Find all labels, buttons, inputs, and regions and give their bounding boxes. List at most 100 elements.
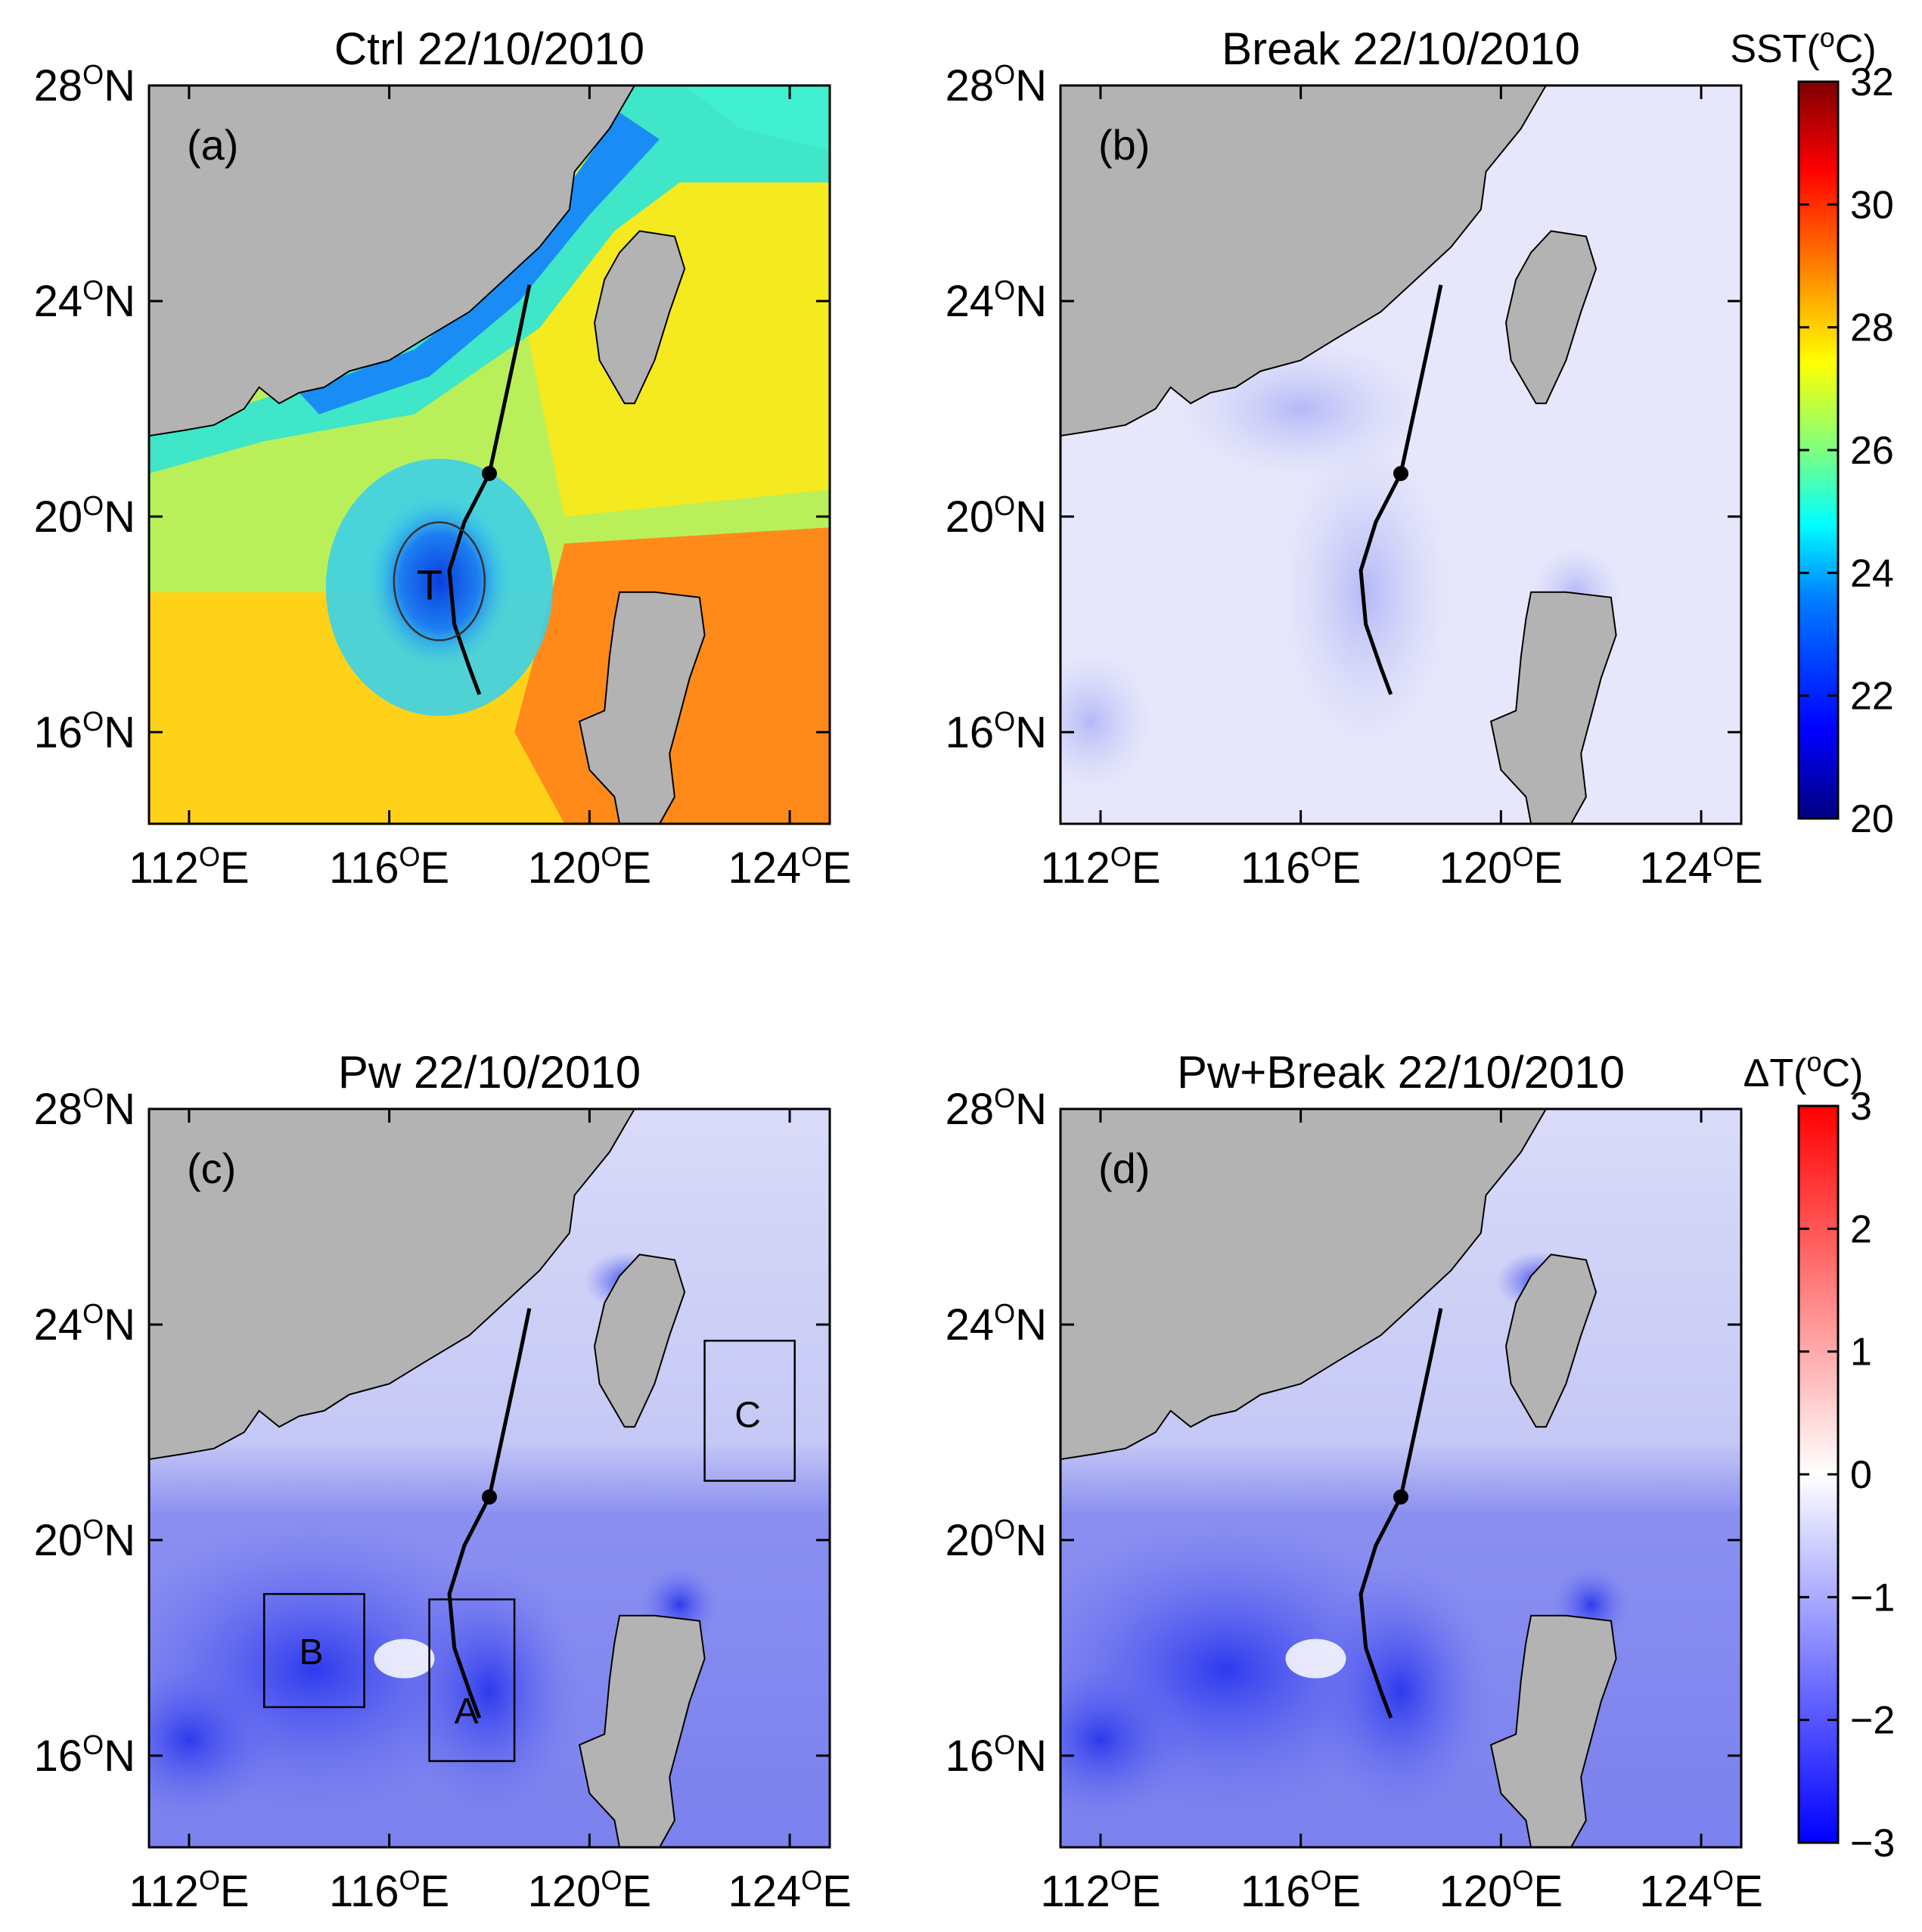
tick-value: 116 [1240, 1867, 1310, 1916]
lon-tick-label: 120OE [1439, 1865, 1563, 1916]
tick-unit: E [1132, 843, 1161, 893]
colorbar-tick-label: −3 [1850, 1822, 1895, 1865]
tick-degree: O [82, 1298, 104, 1329]
tick-unit: N [104, 1732, 135, 1781]
tick-value: 112 [1040, 843, 1110, 893]
lat-tick-label: 28ON [34, 59, 135, 110]
lon-tick-label: 124OE [728, 841, 851, 893]
colorbar-tick-label: −2 [1850, 1699, 1895, 1743]
typhoon-center-marker [482, 1489, 497, 1505]
lon-tick-label: 120OE [528, 1865, 651, 1916]
typhoon-track [1358, 1308, 1443, 1719]
tick-unit: N [1015, 277, 1047, 326]
tick-degree: O [994, 1298, 1015, 1329]
tick-value: 16 [945, 1732, 995, 1781]
colorbar-tick-label: 0 [1850, 1453, 1872, 1497]
lat-tick-label: 24ON [34, 1298, 135, 1350]
tick-unit: E [1332, 1867, 1362, 1916]
typhoon-track [447, 284, 532, 695]
luzon-land [1489, 1614, 1617, 1847]
tick-degree: O [82, 275, 104, 306]
taiwan-land [1504, 1253, 1598, 1428]
tick-unit: E [1734, 1867, 1763, 1916]
lon-tick-label: 124OE [728, 1865, 851, 1916]
tick-unit: N [104, 1300, 135, 1350]
tick-value: 116 [1240, 843, 1310, 893]
tick-unit: N [104, 1516, 135, 1565]
tick-degree: O [199, 841, 220, 872]
dt-cooling-patch [399, 1562, 580, 1820]
tick-degree: O [399, 841, 421, 872]
colorbar-title-end: C) [1821, 1051, 1863, 1095]
tick-degree: O [1712, 841, 1734, 872]
region-box-a [428, 1598, 516, 1763]
tick-value: 124 [728, 1867, 801, 1916]
tick-value: 28 [945, 61, 995, 110]
colorbar-title: SST(oC) [1730, 22, 1876, 71]
tick-unit: E [1533, 843, 1563, 893]
tick-unit: E [220, 1867, 250, 1916]
lon-tick-label: 112OE [129, 841, 249, 893]
colorbar-tick-label: −1 [1850, 1576, 1895, 1620]
tick-value: 24 [34, 1300, 83, 1350]
colorbar-tick-label: 30 [1850, 183, 1894, 227]
colorbar-title-sup: o [1820, 22, 1835, 53]
tick-unit: E [622, 1867, 651, 1916]
tick-value: 24 [945, 277, 995, 326]
tick-value: 16 [34, 708, 83, 757]
taiwan-land [593, 1253, 686, 1428]
panel-label: (c) [187, 1145, 236, 1192]
tick-unit: N [1015, 708, 1047, 757]
tick-value: 112 [129, 843, 198, 893]
map-panel-d: Pw+Break 22/10/2010(d)112OE 116OE 120OE 124… [945, 1047, 1763, 1916]
tick-unit: E [1533, 1867, 1563, 1916]
lon-tick-label: 124OE [1639, 1865, 1762, 1916]
tick-unit: N [1015, 1085, 1047, 1134]
dt-neutral-patch [1285, 1638, 1346, 1679]
tick-degree: O [1712, 1865, 1734, 1896]
tick-degree: O [994, 706, 1015, 737]
region-box-label: A [455, 1691, 479, 1732]
panel-frame [1059, 1107, 1743, 1849]
tick-degree: O [82, 706, 104, 737]
panel-title: Pw 22/10/2010 [338, 1047, 641, 1098]
lat-tick-label: 28ON [945, 59, 1047, 110]
tick-unit: N [104, 277, 135, 326]
colorbar-tick-label: 24 [1850, 551, 1894, 595]
tick-unit: E [421, 1867, 450, 1916]
tick-unit: N [1015, 1300, 1047, 1350]
tick-value: 120 [1439, 843, 1513, 893]
lon-tick-label: 112OE [1040, 841, 1160, 893]
region-box-b [262, 1592, 365, 1709]
colorbar-tick-label: 3 [1850, 1085, 1872, 1129]
tick-unit: N [104, 1085, 135, 1134]
lat-tick-label: 24ON [945, 275, 1047, 326]
typhoon-center-marker [482, 465, 497, 481]
tick-value: 20 [34, 492, 83, 542]
luzon-land [578, 1614, 706, 1847]
tick-value: 20 [945, 1516, 995, 1565]
china-coast-land [149, 1109, 636, 1461]
tick-degree: O [801, 841, 822, 872]
tick-degree: O [601, 841, 622, 872]
colorbar-tick-label: 28 [1850, 306, 1894, 350]
colorbar-tick-label: 22 [1850, 675, 1894, 719]
panel-label: (d) [1098, 1145, 1150, 1192]
tick-degree: O [1110, 1865, 1132, 1896]
tick-unit: E [822, 843, 852, 893]
dt-anomaly-patch [1282, 440, 1449, 744]
typhoon-track [447, 1308, 532, 1719]
tick-degree: O [1311, 1865, 1332, 1896]
lat-tick-label: 16ON [34, 706, 135, 757]
china-coast-land [1060, 85, 1548, 437]
panel-label: (a) [187, 121, 238, 169]
sst-cold-eddy [367, 494, 511, 669]
lat-tick-label: 16ON [945, 706, 1047, 757]
tick-unit: E [421, 843, 450, 893]
lon-tick-label: 112OE [129, 1865, 249, 1916]
tick-value: 124 [728, 843, 801, 893]
tick-unit: N [1015, 1732, 1047, 1781]
lon-tick-label: 120OE [528, 841, 651, 893]
tick-unit: E [622, 843, 651, 893]
